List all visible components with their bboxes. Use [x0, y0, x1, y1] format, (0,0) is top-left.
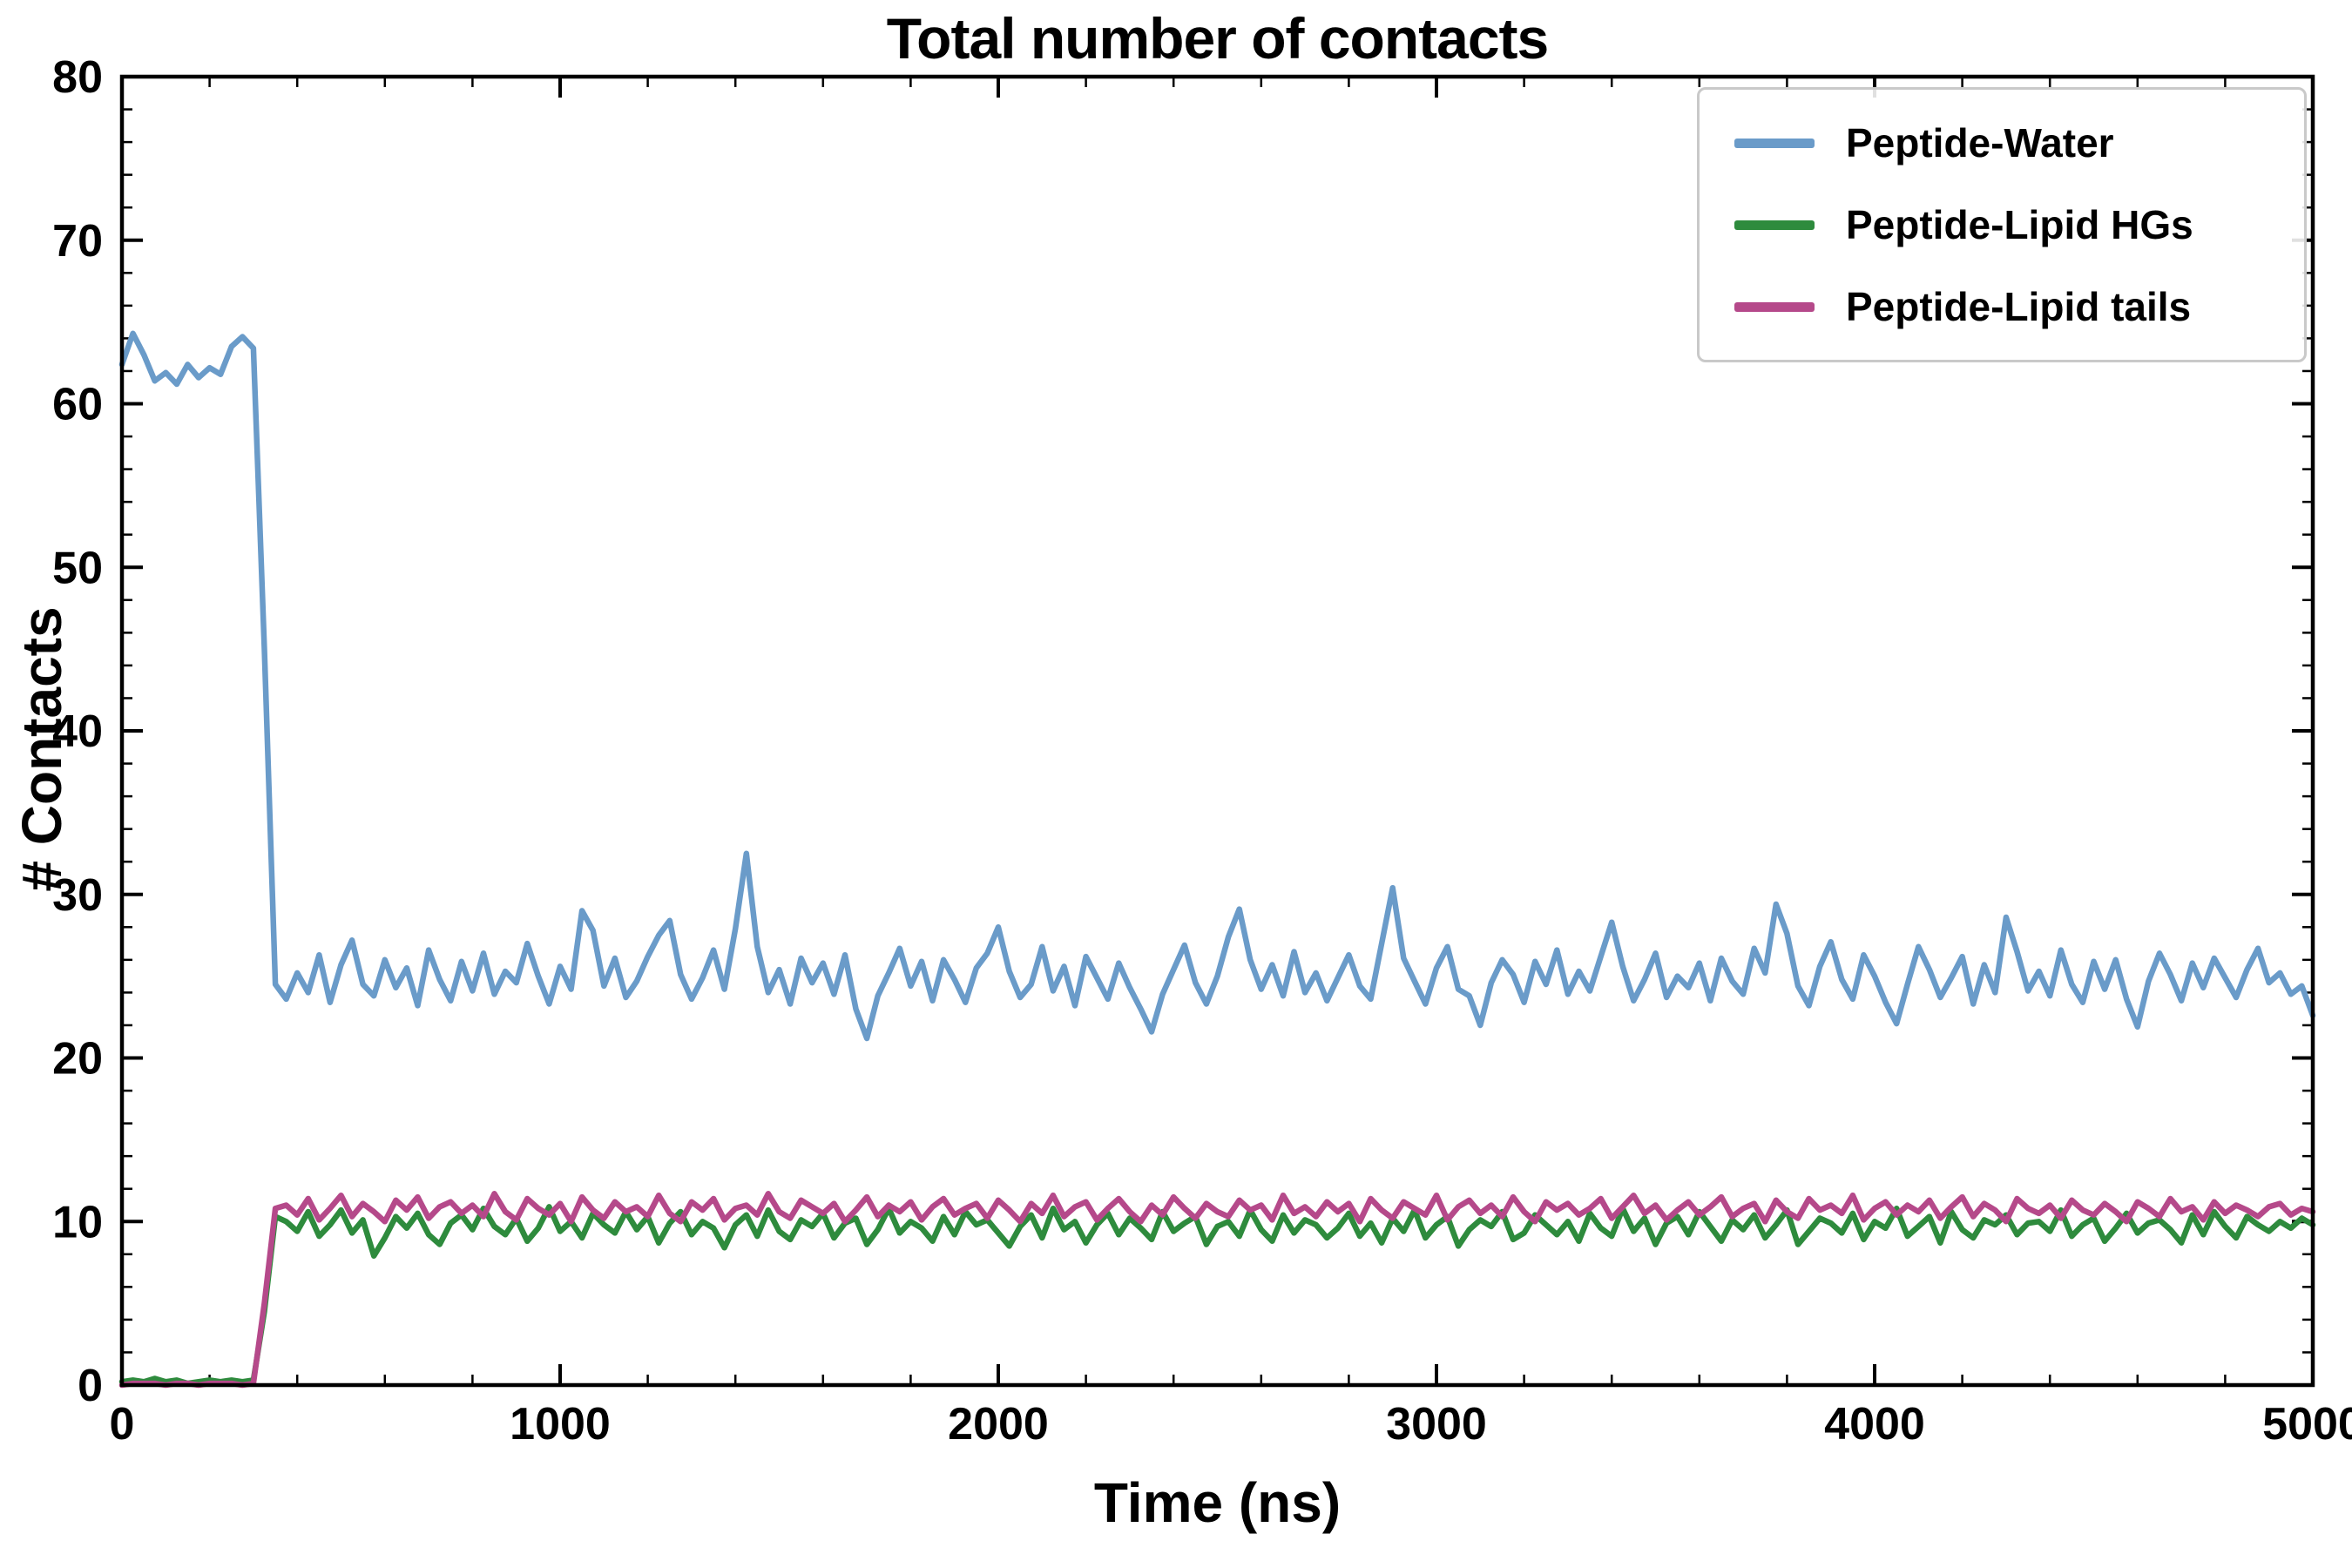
legend-item-peptide-lipid-hgs: Peptide-Lipid HGs: [1734, 201, 2269, 248]
svg-text:30: 30: [52, 870, 103, 921]
x-axis-label: Time (ns): [1093, 1471, 1342, 1534]
legend-swatch-peptide-lipid-tails: [1734, 301, 1815, 312]
svg-text:1000: 1000: [510, 1399, 611, 1450]
svg-text:20: 20: [52, 1034, 103, 1085]
legend-swatch-peptide-water: [1734, 138, 1815, 148]
chart-title: Total number of contacts: [886, 6, 1550, 71]
svg-text:50: 50: [52, 543, 103, 593]
legend-item-peptide-water: Peptide-Water: [1734, 119, 2269, 166]
svg-text:10: 10: [52, 1197, 103, 1247]
svg-text:5000: 5000: [2262, 1399, 2352, 1450]
legend-label-peptide-water: Peptide-Water: [1846, 120, 2114, 166]
svg-text:0: 0: [78, 1361, 103, 1411]
svg-text:3000: 3000: [1386, 1399, 1487, 1450]
svg-text:70: 70: [52, 216, 103, 267]
legend-label-peptide-lipid-tails: Peptide-Lipid tails: [1846, 284, 2192, 329]
legend-item-peptide-lipid-tails: Peptide-Lipid tails: [1734, 283, 2269, 330]
svg-text:0: 0: [110, 1399, 135, 1450]
legend: Peptide-Water Peptide-Lipid HGs Peptide-…: [1697, 87, 2307, 362]
svg-text:2000: 2000: [948, 1399, 1049, 1450]
legend-swatch-peptide-lipid-hgs: [1734, 220, 1815, 230]
svg-text:60: 60: [52, 380, 103, 430]
legend-label-peptide-lipid-hgs: Peptide-Lipid HGs: [1846, 202, 2193, 247]
svg-text:4000: 4000: [1824, 1399, 1925, 1450]
svg-text:80: 80: [52, 52, 103, 103]
svg-text:40: 40: [52, 706, 103, 757]
